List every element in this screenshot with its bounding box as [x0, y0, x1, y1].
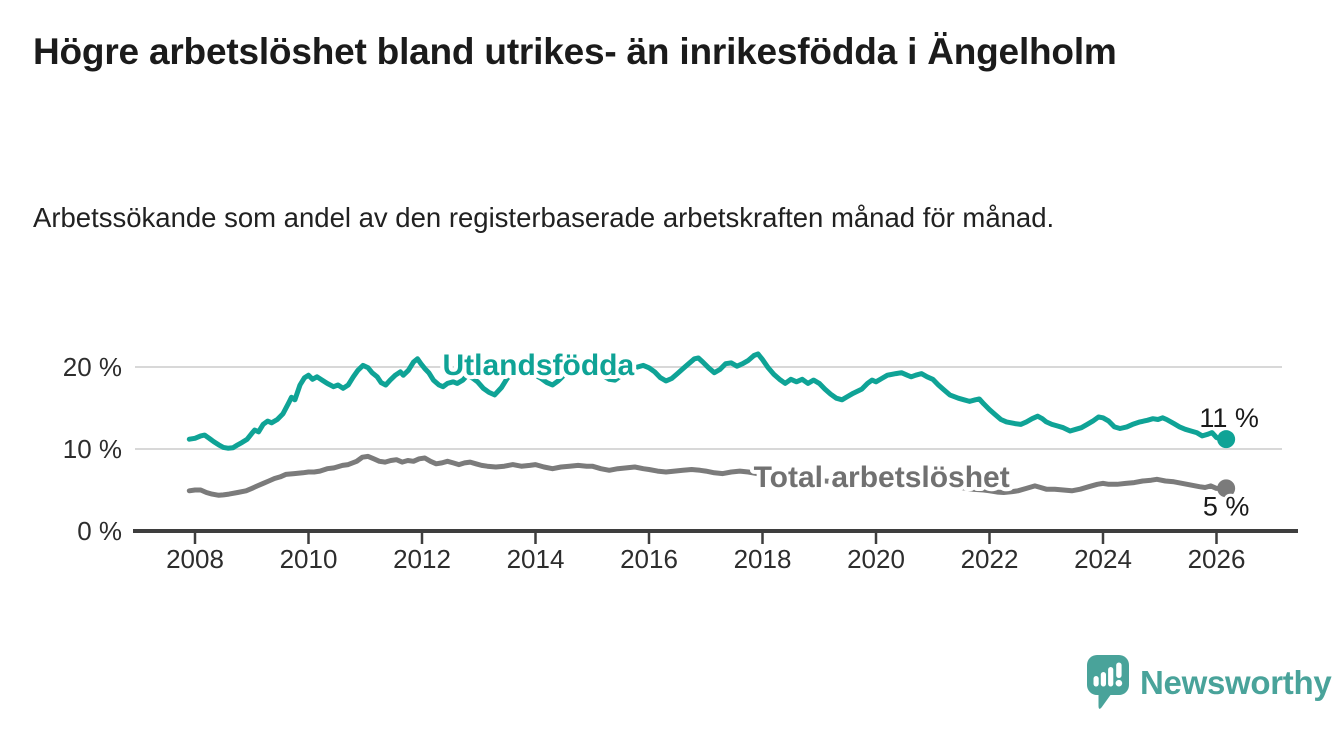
x-tick-label-2012: 2012 — [393, 544, 451, 574]
newsworthy-logo-icon — [1087, 655, 1129, 709]
bar-chart-icon-bar2 — [1100, 672, 1106, 687]
series-line-total-arbetsloshet — [186, 453, 1229, 498]
x-tick-label-2010: 2010 — [280, 544, 338, 574]
x-tick-label-2014: 2014 — [507, 544, 565, 574]
series-line-utlandsfodda — [186, 351, 1229, 451]
newsworthy-logo: Newsworthy — [1086, 654, 1332, 711]
exclamation-icon-bar — [1116, 662, 1122, 678]
chart: 0 % 10 % 20 % 2008 2010 2012 2014 2016 2018 2020 2… — [63, 345, 1298, 574]
series-end-dot-utlandsfodda — [1217, 430, 1236, 449]
bar-chart-icon-bar3 — [1108, 667, 1114, 687]
page-subtitle: Arbetssökande som andel av den registerb… — [33, 202, 1055, 233]
x-tick-label-2018: 2018 — [734, 544, 792, 574]
x-tick-label-2016: 2016 — [620, 544, 678, 574]
speech-bubble-shape — [1087, 655, 1129, 709]
x-tick-label-2020: 2020 — [847, 544, 905, 574]
y-tick-label-0: 0 % — [77, 516, 122, 546]
end-value-label-total-arbetsloshet: 5 % — [1203, 491, 1250, 521]
x-axis — [133, 529, 1298, 544]
series-end-dot-total-arbetsloshet — [1217, 479, 1236, 498]
y-tick-label-10: 10 % — [63, 434, 122, 464]
series-labels: Utlandsfödda 11 % Total arbetslöshet 5 % — [439, 345, 1262, 524]
bar-chart-icon-bar1 — [1093, 676, 1099, 687]
newsworthy-logo-text: Newsworthy — [1140, 663, 1332, 701]
end-value-label-utlandsfodda: 11 % — [1199, 403, 1259, 433]
x-tick-label-2026: 2026 — [1188, 544, 1246, 574]
gridlines — [135, 366, 1282, 450]
series-label-utlandsfodda: Utlandsfödda — [443, 349, 635, 382]
series-label-total-arbetsloshet: Total arbetslöshet — [754, 461, 1010, 494]
chart-area: 0 % 10 % 20 % 2008 2010 2012 2014 2016 2018 2020 2… — [0, 330, 1340, 630]
page-title: Högre arbetslöshet bland utrikes- än inr… — [33, 31, 1117, 72]
x-tick-label-2008: 2008 — [166, 544, 224, 574]
x-tick-label-2024: 2024 — [1074, 544, 1132, 574]
axis-labels: 0 % 10 % 20 % 2008 2010 2012 2014 2016 2018 2020 2… — [63, 352, 1246, 574]
y-tick-label-20: 20 % — [63, 352, 122, 382]
exclamation-icon-dot — [1115, 679, 1123, 687]
x-tick-label-2022: 2022 — [961, 544, 1019, 574]
series-lines — [186, 351, 1236, 498]
